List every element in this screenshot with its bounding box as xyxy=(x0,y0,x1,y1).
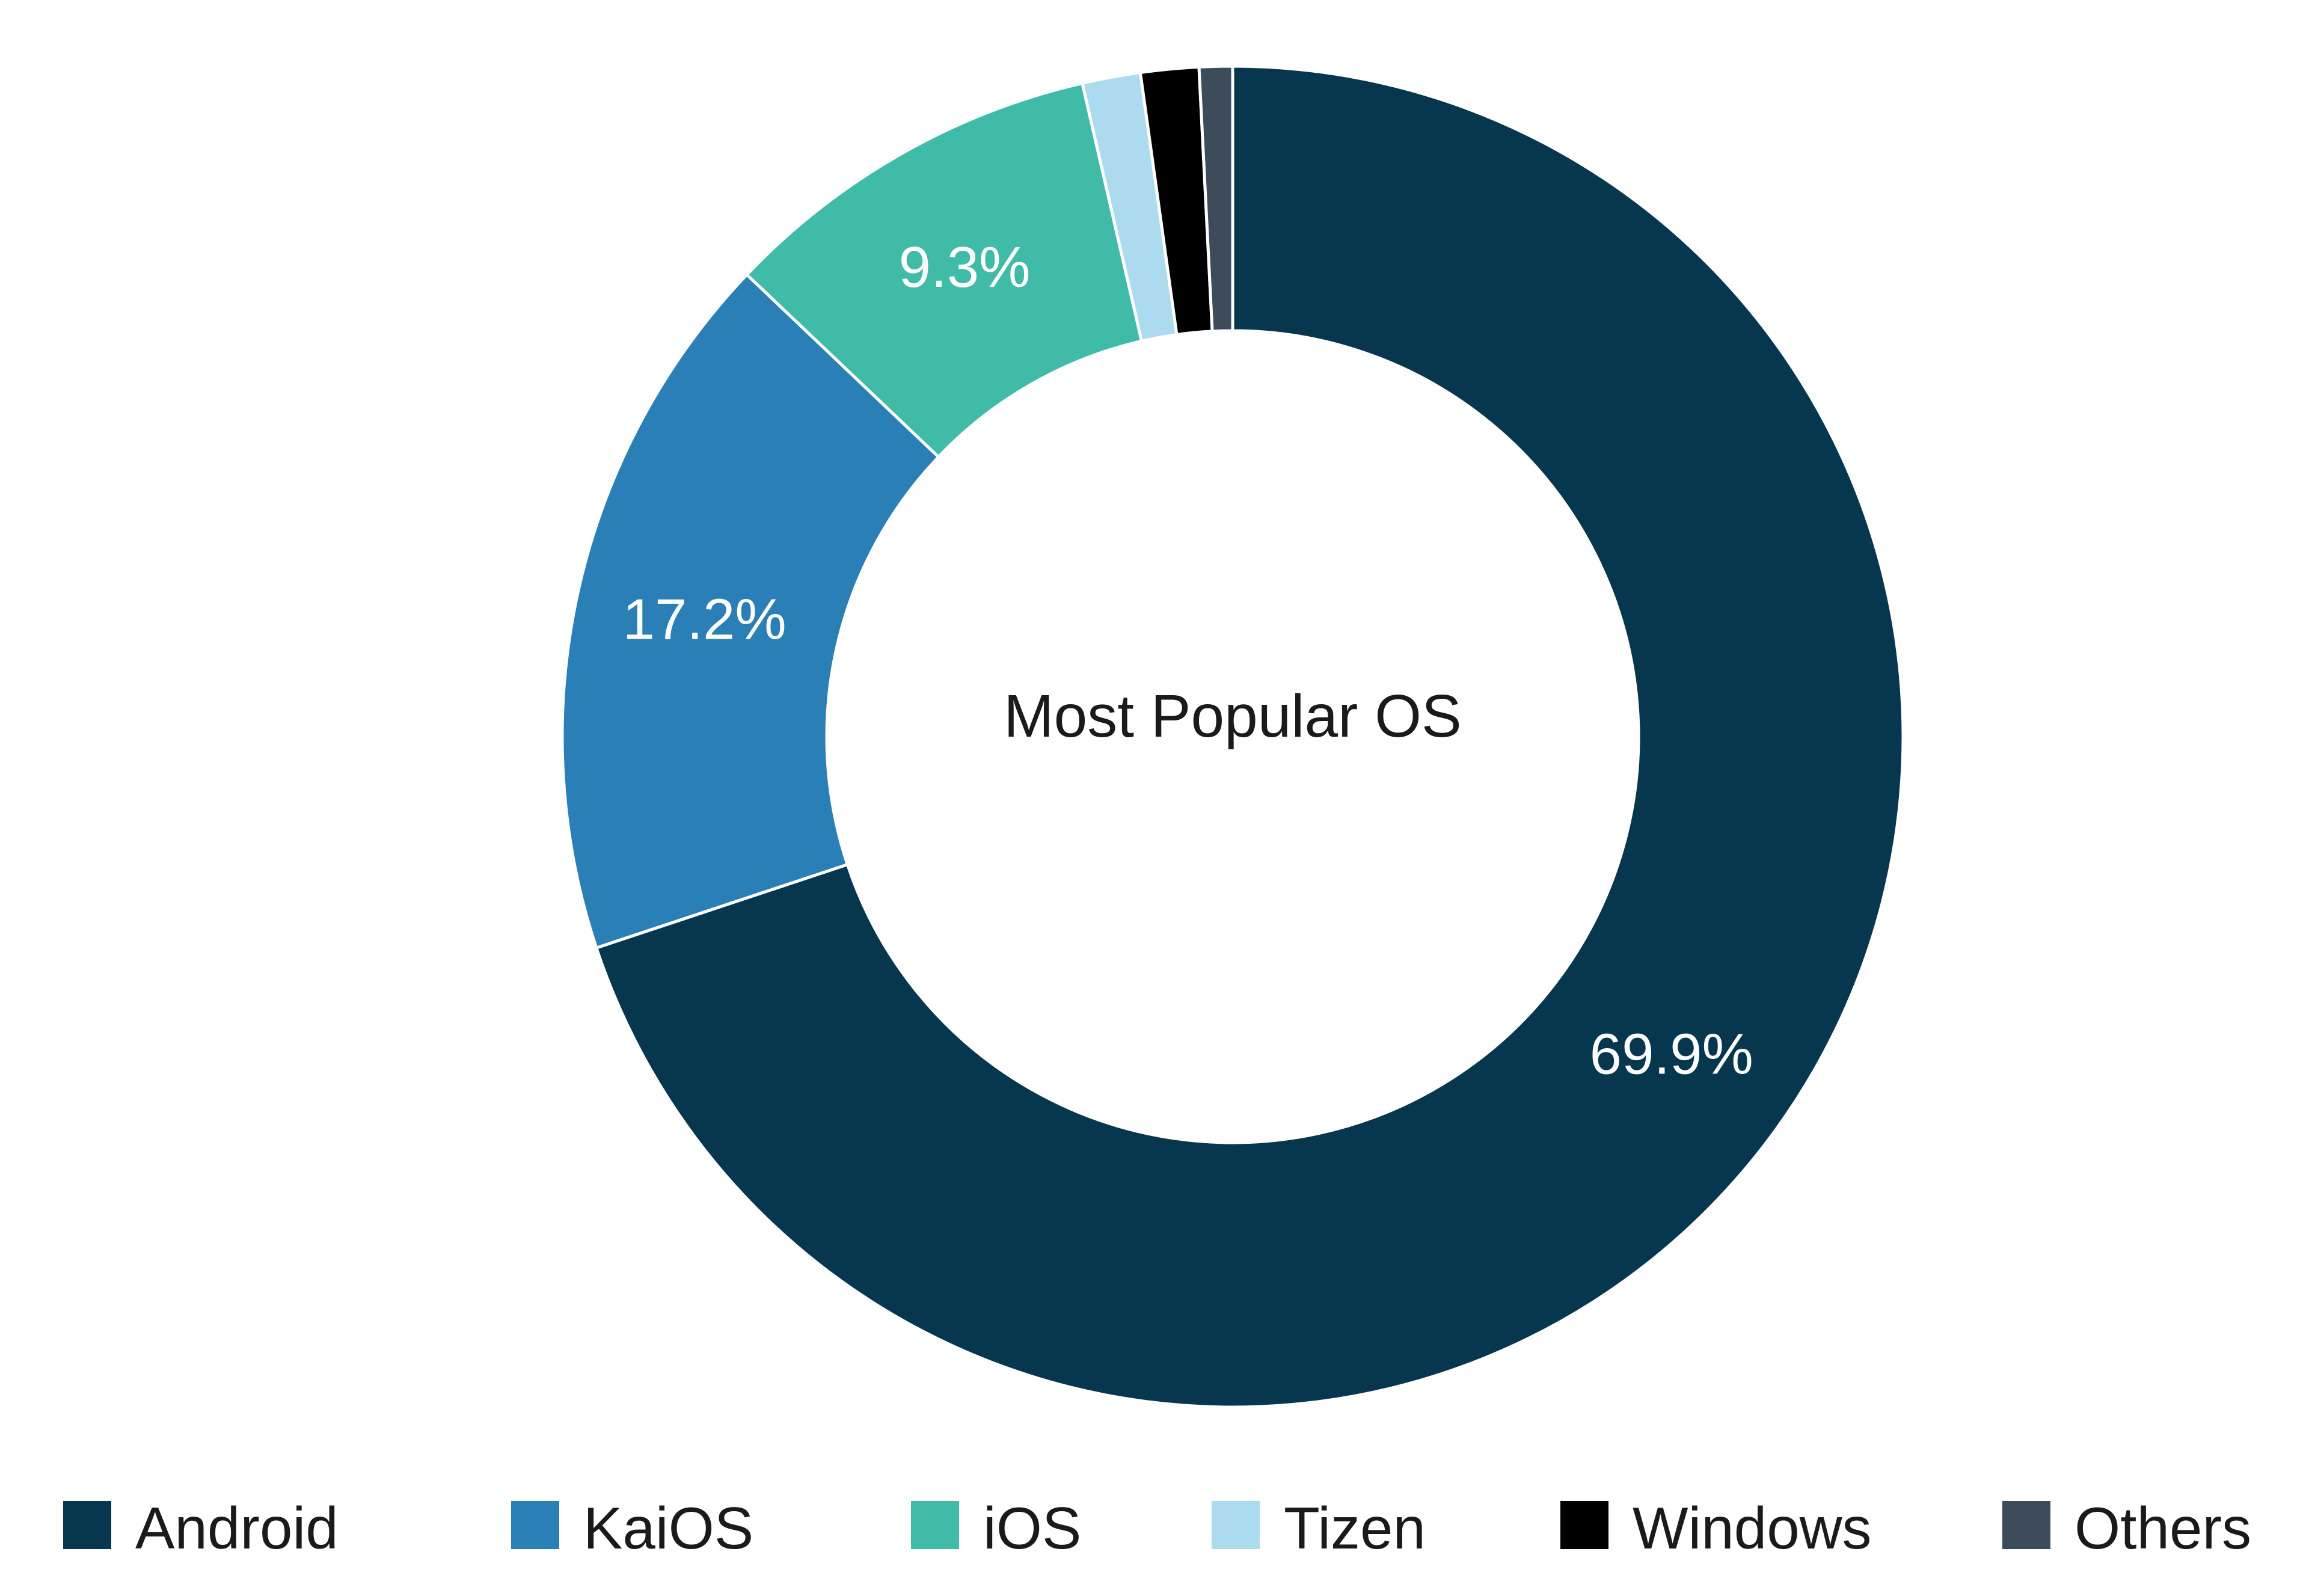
chart-title: Most Popular OS xyxy=(1004,683,1461,750)
slice-ios xyxy=(744,81,1144,459)
legend-item-others: Others xyxy=(2002,1495,2251,1561)
legend-swatch-windows xyxy=(1560,1501,1608,1549)
legend-label-kaios: KaiOS xyxy=(583,1495,753,1561)
legend-label-others: Others xyxy=(2074,1495,2251,1561)
slice-label-android: 69.9% xyxy=(1590,1022,1753,1087)
legend-label-windows: Windows xyxy=(1633,1495,1872,1561)
legend-item-kaios: KaiOS xyxy=(511,1495,753,1561)
slice-labels-layer: 69.9% 17.2% 9.3% xyxy=(623,235,1753,1086)
legend: Android KaiOS iOS Tizen Windows Others xyxy=(63,1495,2251,1561)
slices-layer xyxy=(560,64,1905,1409)
legend-label-tizen: Tizen xyxy=(1284,1495,1426,1561)
legend-item-tizen: Tizen xyxy=(1212,1495,1426,1561)
slice-label-kaios: 17.2% xyxy=(623,588,787,652)
slice-others xyxy=(1197,64,1234,333)
legend-swatch-kaios xyxy=(511,1501,559,1549)
legend-label-android: Android xyxy=(135,1495,339,1561)
legend-swatch-others xyxy=(2002,1501,2050,1549)
legend-item-android: Android xyxy=(63,1495,339,1561)
legend-item-windows: Windows xyxy=(1560,1495,1872,1561)
legend-swatch-tizen xyxy=(1212,1501,1260,1549)
legend-label-ios: iOS xyxy=(983,1495,1081,1561)
slice-label-ios: 9.3% xyxy=(899,235,1031,299)
slice-android xyxy=(594,64,1905,1409)
legend-swatch-android xyxy=(63,1501,111,1549)
slice-kaios xyxy=(560,272,941,950)
legend-item-ios: iOS xyxy=(911,1495,1081,1561)
legend-swatch-ios xyxy=(911,1501,959,1549)
